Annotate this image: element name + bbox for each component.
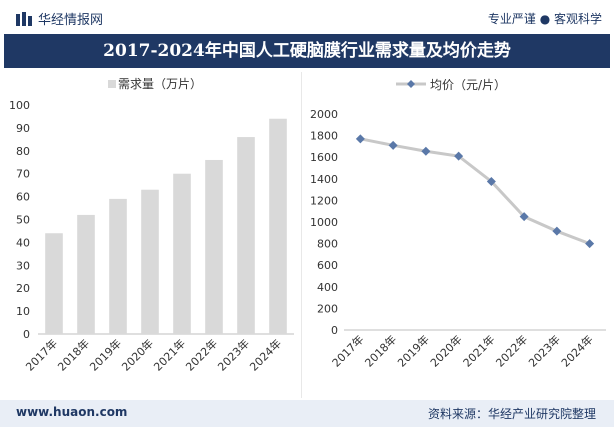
line-x-tick-label: 2021年	[460, 332, 497, 369]
bar-y-tick-label: 30	[16, 259, 30, 272]
bar-y-tick-label: 20	[16, 282, 30, 295]
bar-x-tick-label: 2017年	[23, 336, 60, 373]
bar-legend-label: 需求量（万片）	[118, 77, 202, 91]
line-x-tick-label: 2024年	[558, 332, 595, 369]
line-y-tick-label: 200	[317, 302, 338, 315]
demand-bar-chart: 需求量（万片）01020304050607080901002017年2018年2…	[9, 77, 294, 374]
price-point	[519, 212, 529, 222]
top-bar: 华经情报网 专业严谨 ● 客观科学	[0, 0, 614, 34]
bar-y-tick-label: 90	[16, 122, 30, 135]
footer: www.huaon.com 资料来源：华经产业研究院整理	[0, 400, 614, 427]
line-x-tick-label: 2020年	[427, 332, 464, 369]
price-point	[552, 226, 562, 236]
line-y-tick-label: 2000	[310, 108, 338, 121]
bar-y-tick-label: 80	[16, 145, 30, 158]
bar-legend-swatch	[108, 80, 116, 88]
brand-name: 华经情报网	[38, 13, 104, 28]
bar-y-tick-label: 0	[23, 328, 30, 341]
bar-y-tick-label: 100	[9, 99, 30, 112]
bar-x-tick-label: 2019年	[87, 336, 124, 373]
logo-icon	[16, 11, 32, 26]
line-y-tick-label: 1000	[310, 216, 338, 229]
line-legend-marker	[407, 80, 415, 88]
line-x-tick-label: 2018年	[362, 332, 399, 369]
price-series-line	[360, 137, 591, 246]
demand-bar	[141, 189, 159, 334]
line-x-tick-label: 2019年	[395, 332, 432, 369]
bar-y-tick-label: 40	[16, 236, 30, 249]
bar-y-tick-label: 70	[16, 168, 30, 181]
line-y-tick-label: 1800	[310, 130, 338, 143]
bar-x-tick-label: 2021年	[151, 336, 188, 373]
line-y-tick-label: 400	[317, 281, 338, 294]
demand-bar	[237, 137, 255, 334]
line-legend-label: 均价（元/片）	[430, 78, 506, 92]
demand-panel: 需求量（万片） 0 10 20 30 40 50 60 70 80 90 100 2017年 2018年 2…	[4, 72, 302, 398]
title-bar: 2017-2024年中国人工硬脑膜行业需求量及均价走势	[4, 34, 610, 68]
demand-bar	[205, 159, 223, 334]
price-line-chart: 均价（元/片） 0 200 400 600 800 1000 1200 1400 1600 1800…	[310, 78, 606, 370]
demand-bar	[109, 198, 127, 334]
line-y-tick-label: 800	[317, 238, 338, 251]
price-point	[585, 239, 595, 249]
source-note: 资料来源：华经产业研究院整理	[427, 407, 596, 421]
bar-y-tick-label: 50	[16, 214, 30, 227]
price-point	[454, 151, 464, 161]
line-x-tick-label: 2017年	[329, 332, 366, 369]
price-panel: 均价（元/片） 0 200 400 600 800 1000 1200 1400 1600 1800…	[304, 72, 610, 398]
slogan: 专业严谨 ● 客观科学	[487, 12, 602, 26]
chart-title: 2017-2024年中国人工硬脑膜行业需求量及均价走势	[103, 41, 511, 61]
line-y-tick-label: 1200	[310, 194, 338, 207]
line-x-tick-label: 2022年	[493, 332, 530, 369]
bar-x-tick-label: 2020年	[119, 336, 156, 373]
line-x-tick-label: 2023年	[526, 332, 563, 369]
demand-bar	[77, 214, 95, 334]
bar-x-tick-label: 2023年	[215, 336, 252, 373]
bar-x-tick-label: 2024年	[247, 336, 284, 373]
price-point	[486, 177, 496, 186]
price-point	[355, 134, 365, 144]
bar-y-tick-label: 10	[16, 305, 30, 318]
line-y-tick-label: 600	[317, 259, 338, 272]
brand: 华经情报网	[16, 9, 103, 28]
price-point	[421, 146, 431, 156]
bar-x-tick-label: 2018年	[55, 336, 92, 373]
bar-x-tick-label: 2022年	[183, 336, 220, 373]
line-y-tick-label: 1400	[310, 173, 338, 186]
line-y-tick-label: 1600	[310, 151, 338, 164]
demand-bar	[173, 173, 191, 334]
line-y-tick-label: 0	[331, 324, 338, 337]
website-link[interactable]: www.huaon.com	[16, 405, 128, 419]
bar-y-tick-label: 60	[16, 191, 30, 204]
demand-bar	[45, 233, 63, 334]
price-point	[388, 140, 398, 150]
demand-bar	[269, 118, 287, 334]
